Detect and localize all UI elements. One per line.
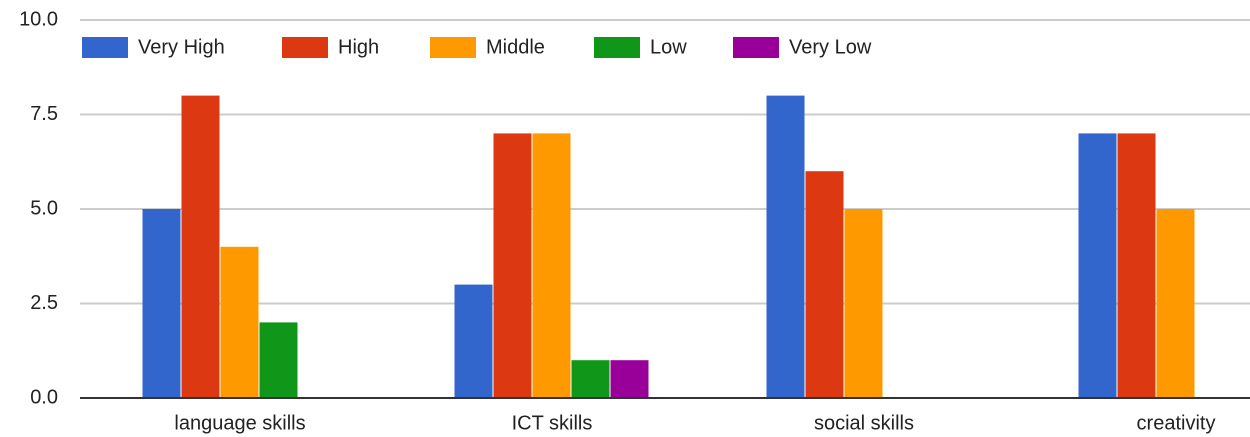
bar bbox=[454, 284, 493, 398]
bar bbox=[1078, 133, 1117, 398]
y-tick-label: 0.0 bbox=[30, 386, 58, 408]
bar bbox=[181, 95, 220, 398]
y-tick-label: 10.0 bbox=[19, 8, 58, 30]
bar bbox=[805, 171, 844, 398]
bar bbox=[571, 360, 610, 398]
legend-swatch bbox=[733, 37, 779, 58]
x-tick-label: social skills bbox=[814, 412, 914, 434]
legend-label: Very High bbox=[138, 36, 225, 58]
legend-swatch bbox=[594, 37, 640, 58]
legend-label: Middle bbox=[486, 36, 545, 58]
x-tick-label: ICT skills bbox=[512, 412, 593, 434]
legend-swatch bbox=[282, 37, 328, 58]
y-tick-label: 2.5 bbox=[30, 292, 58, 314]
bar bbox=[532, 133, 571, 398]
bar bbox=[610, 360, 649, 398]
y-tick-label: 5.0 bbox=[30, 197, 58, 219]
legend-label: High bbox=[338, 36, 379, 58]
bar bbox=[1156, 209, 1195, 398]
bar bbox=[493, 133, 532, 398]
legend-swatch bbox=[430, 37, 476, 58]
bar bbox=[1117, 133, 1156, 398]
bar bbox=[766, 95, 805, 398]
y-tick-label: 7.5 bbox=[30, 103, 58, 125]
bar bbox=[259, 322, 298, 398]
legend-swatch bbox=[82, 37, 128, 58]
bar bbox=[844, 209, 883, 398]
bar bbox=[142, 209, 181, 398]
legend-label: Low bbox=[650, 36, 687, 58]
bar bbox=[220, 246, 259, 398]
x-tick-label: creativity bbox=[1137, 412, 1216, 434]
x-tick-label: language skills bbox=[174, 412, 305, 434]
legend-label: Very Low bbox=[789, 36, 872, 58]
